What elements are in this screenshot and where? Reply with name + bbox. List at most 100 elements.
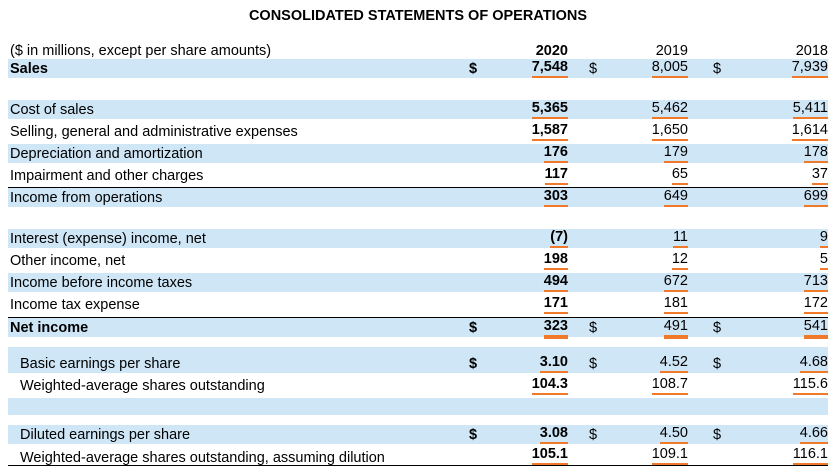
dollar-sign: $	[468, 61, 478, 77]
value-2020: 323	[498, 318, 569, 339]
value-2018: 699	[746, 188, 828, 207]
value-2019: 4.50	[618, 425, 688, 444]
value-2019: 4.52	[618, 354, 688, 373]
row-diluted-eps: Diluted earnings per share $ 3.08 $ 4.50…	[8, 425, 828, 444]
row-label: Depreciation and amortization	[10, 146, 203, 162]
value-2019: 491	[618, 318, 689, 339]
dollar-sign: $	[468, 356, 478, 372]
value-2020: 494	[498, 273, 568, 292]
spacer	[8, 207, 828, 229]
dollar-sign: $	[588, 61, 598, 77]
year-2018: 2018	[795, 43, 828, 59]
row-label: Income from operations	[10, 190, 163, 206]
value-2018: 5,411	[746, 100, 828, 119]
value-2020: 171	[498, 295, 568, 314]
value-2020: 3.10	[498, 354, 568, 373]
value-2019: 181	[618, 295, 688, 314]
value-2020: 5,365	[498, 100, 568, 119]
row-net-income: Net income $ 323 $ 491 $ 541	[8, 317, 829, 339]
value-2019: 672	[618, 273, 688, 292]
row-label: Weighted-average shares outstanding	[20, 378, 265, 394]
row-income-before-taxes: Income before income taxes 494 672 713	[8, 273, 828, 292]
spacer	[8, 337, 828, 347]
dollar-sign: $	[712, 61, 722, 77]
row-income-from-operations: Income from operations 303 649 699	[8, 187, 828, 207]
row-label: Other income, net	[10, 253, 126, 269]
row-label: Income tax expense	[10, 297, 140, 313]
row-label: Income before income taxes	[10, 275, 193, 291]
value-2018: 4.66	[746, 425, 828, 444]
value-2019: 1,650	[618, 122, 688, 141]
value-2019: 109.1	[618, 446, 688, 465]
value-2020: 104.3	[498, 376, 568, 395]
row-label: Diluted earnings per share	[20, 427, 191, 443]
value-2019: 65	[618, 166, 688, 185]
value-2019: 5,462	[618, 100, 688, 119]
row-weighted-average-shares: Weighted-average shares outstanding 104.…	[8, 376, 828, 395]
dollar-sign: $	[588, 356, 598, 372]
value-2018: 4.68	[746, 354, 828, 373]
value-2020: 117	[498, 166, 568, 185]
row-weighted-average-diluted: Weighted-average shares outstanding, ass…	[8, 446, 828, 466]
value-2018: 7,939	[746, 59, 828, 78]
value-2019: 12	[618, 251, 688, 270]
row-label: Selling, general and administrative expe…	[10, 124, 298, 140]
value-2019: 11	[618, 229, 688, 248]
header-row: ($ in millions, except per share amounts…	[8, 44, 828, 59]
statement-table: ($ in millions, except per share amounts…	[8, 44, 829, 466]
dollar-sign: $	[468, 427, 478, 443]
row-label: Net income	[10, 320, 89, 336]
value-2020: 3.08	[498, 425, 568, 444]
row-cost-of-sales: Cost of sales 5,365 5,462 5,411	[8, 100, 828, 119]
row-impairment: Impairment and other charges 117 65 37	[8, 166, 828, 185]
statement-title: CONSOLIDATED STATEMENTS OF OPERATIONS	[248, 8, 588, 24]
value-2018: 116.1	[746, 446, 828, 465]
value-2020: 303	[498, 188, 568, 207]
value-2020: 198	[498, 251, 568, 270]
row-income-tax: Income tax expense 171 181 172	[8, 295, 828, 314]
value-2018: 541	[746, 318, 829, 339]
value-2019: 8,005	[618, 59, 688, 78]
spacer	[8, 347, 828, 354]
row-sales: Sales $ 7,548 $ 8,005 $ 7,939	[8, 59, 828, 78]
spacer	[8, 398, 828, 415]
spacer	[8, 78, 828, 98]
header-label: ($ in millions, except per share amounts…	[10, 43, 272, 59]
row-other-income: Other income, net 198 12 5	[8, 251, 828, 270]
value-2019: 649	[618, 188, 688, 207]
value-2020: 176	[498, 144, 568, 163]
row-label: Cost of sales	[10, 102, 94, 118]
row-label: Sales	[10, 61, 48, 77]
value-2020: 7,548	[498, 59, 568, 78]
row-depreciation: Depreciation and amortization 176 179 17…	[8, 144, 828, 163]
row-interest: Interest (expense) income, net (7) 11 9	[8, 229, 828, 248]
value-2018: 178	[746, 144, 828, 163]
row-sga: Selling, general and administrative expe…	[8, 122, 828, 141]
dollar-sign: $	[468, 320, 478, 336]
row-label: Interest (expense) income, net	[10, 231, 206, 247]
value-2018: 1,614	[746, 122, 828, 141]
value-2018: 172	[746, 295, 828, 314]
value-2018: 5	[746, 251, 828, 270]
dollar-sign: $	[588, 427, 598, 443]
value-2019: 108.7	[618, 376, 688, 395]
year-2020: 2020	[535, 43, 568, 59]
value-2020: 105.1	[498, 446, 568, 465]
year-2019: 2019	[655, 43, 688, 59]
value-2018: 713	[746, 273, 828, 292]
value-2018: 37	[746, 166, 828, 185]
value-2020: (7)	[498, 229, 568, 248]
row-basic-eps: Basic earnings per share $ 3.10 $ 4.52 $…	[8, 354, 828, 373]
spacer	[8, 415, 828, 425]
row-label: Impairment and other charges	[10, 168, 204, 184]
dollar-sign: $	[712, 356, 722, 372]
row-label: Basic earnings per share	[20, 356, 181, 372]
value-2018: 9	[746, 229, 828, 248]
value-2018: 115.6	[746, 376, 828, 395]
value-2019: 179	[618, 144, 688, 163]
dollar-sign: $	[712, 427, 722, 443]
value-2020: 1,587	[498, 122, 568, 141]
dollar-sign: $	[712, 320, 722, 336]
row-label: Weighted-average shares outstanding, ass…	[20, 450, 385, 466]
dollar-sign: $	[588, 320, 598, 336]
